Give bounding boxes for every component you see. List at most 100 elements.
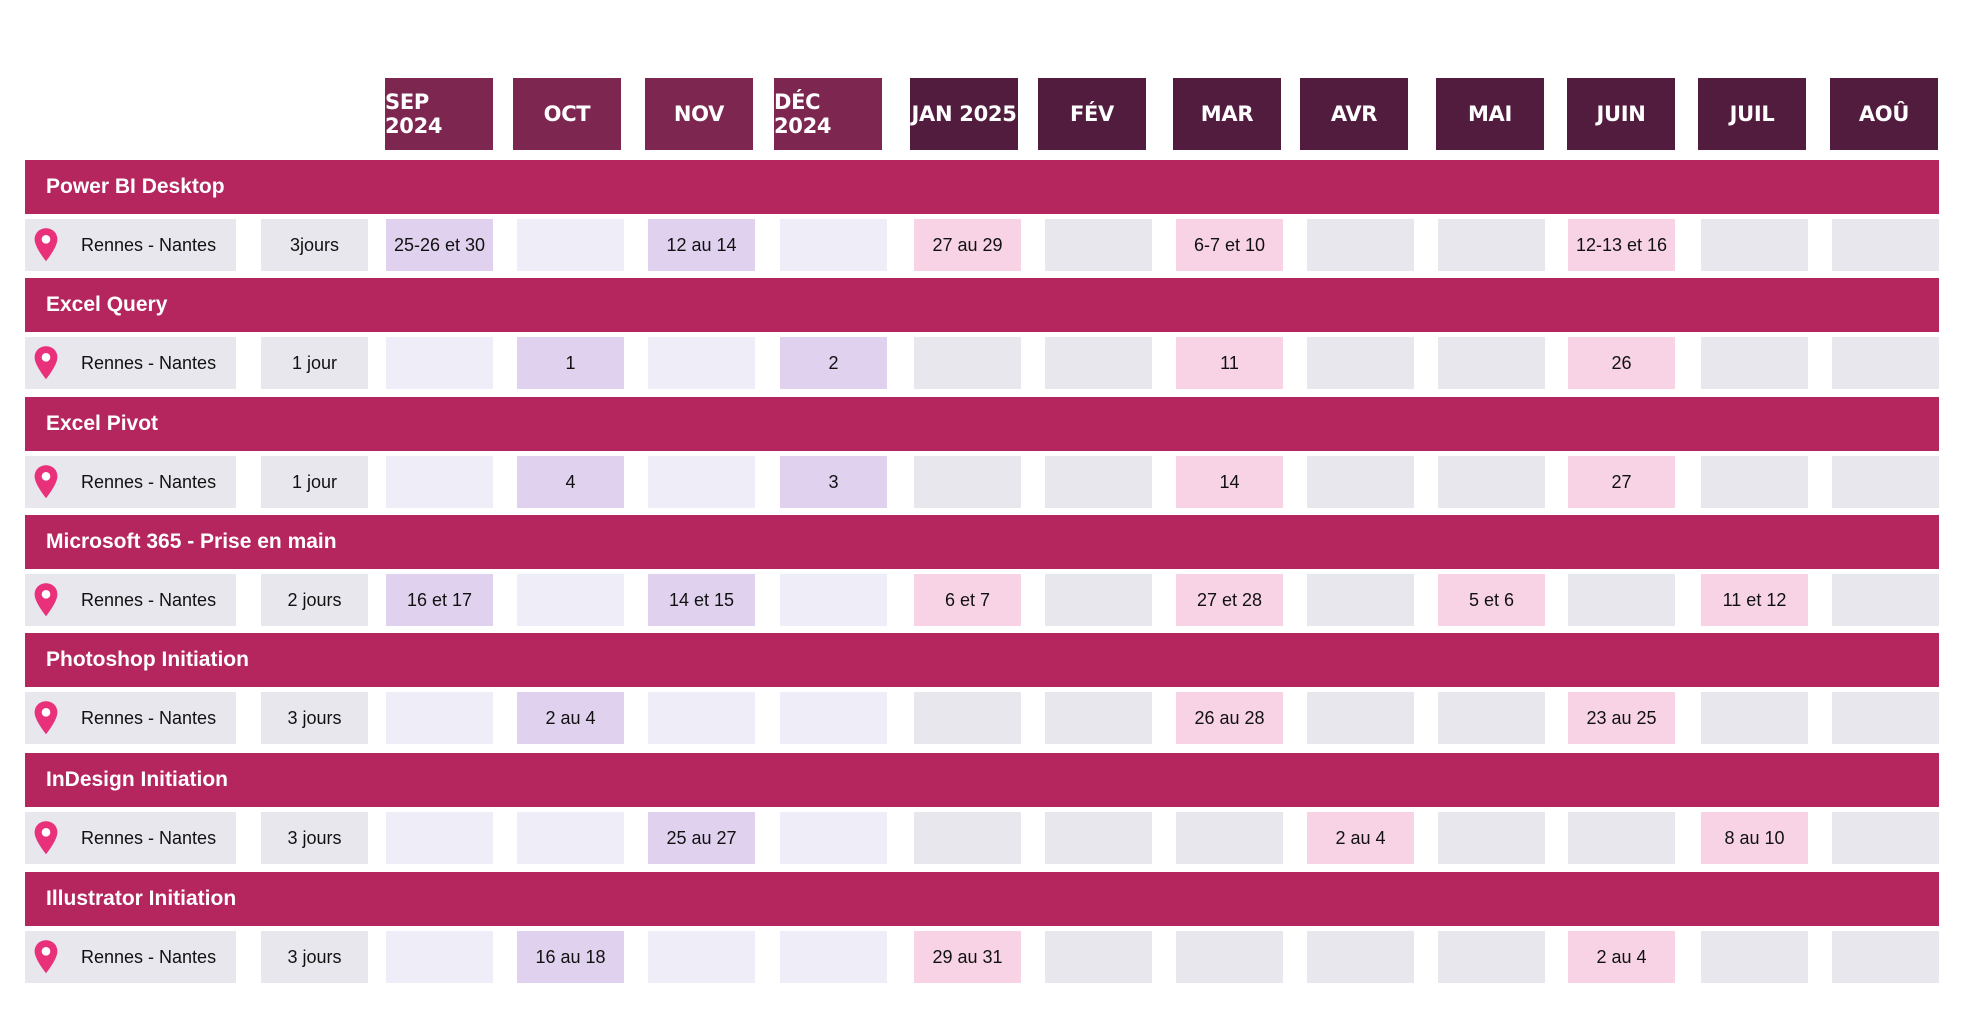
session-date-cell: 11 et 12	[1701, 574, 1808, 626]
month-header: MAI	[1436, 78, 1544, 150]
session-date-cell: 2	[780, 337, 887, 389]
location-pin-icon	[31, 227, 61, 263]
month-header: AOÛ	[1830, 78, 1938, 150]
empty-date-cell	[1045, 931, 1152, 983]
course-title-bar: Photoshop Initiation	[25, 633, 1939, 687]
month-header: AVR	[1300, 78, 1408, 150]
empty-date-cell	[1701, 337, 1808, 389]
empty-date-cell	[1701, 931, 1808, 983]
empty-date-cell	[780, 812, 887, 864]
location-cell: Rennes - Nantes	[25, 692, 236, 744]
empty-date-cell	[1832, 931, 1939, 983]
empty-date-cell	[1701, 219, 1808, 271]
session-date-cell: 12-13 et 16	[1568, 219, 1675, 271]
session-date-cell: 3	[780, 456, 887, 508]
empty-date-cell	[914, 456, 1021, 508]
empty-date-cell	[648, 456, 755, 508]
location-pin-icon	[31, 820, 61, 856]
empty-date-cell	[1438, 812, 1545, 864]
duration-cell: 1 jour	[261, 337, 368, 389]
location-label: Rennes - Nantes	[81, 827, 217, 848]
empty-date-cell	[1307, 456, 1414, 508]
empty-date-cell	[1307, 337, 1414, 389]
duration-cell: 3 jours	[261, 812, 368, 864]
location-label: Rennes - Nantes	[81, 707, 217, 728]
empty-date-cell	[780, 931, 887, 983]
session-date-cell: 8 au 10	[1701, 812, 1808, 864]
location-pin-icon	[31, 582, 61, 618]
empty-date-cell	[1176, 931, 1283, 983]
session-date-cell: 11	[1176, 337, 1283, 389]
session-date-cell: 23 au 25	[1568, 692, 1675, 744]
empty-date-cell	[1438, 931, 1545, 983]
empty-date-cell	[517, 812, 624, 864]
empty-date-cell	[914, 337, 1021, 389]
empty-date-cell	[1701, 456, 1808, 508]
month-header: JAN 2025	[910, 78, 1018, 150]
course-title-bar: Excel Query	[25, 278, 1939, 332]
empty-date-cell	[1045, 456, 1152, 508]
empty-date-cell	[780, 692, 887, 744]
empty-date-cell	[386, 692, 493, 744]
empty-date-cell	[386, 812, 493, 864]
month-header: SEP 2024	[385, 78, 493, 150]
empty-date-cell	[1045, 219, 1152, 271]
location-pin-icon	[31, 939, 61, 975]
session-date-cell: 27 au 29	[914, 219, 1021, 271]
empty-date-cell	[1307, 692, 1414, 744]
empty-date-cell	[386, 337, 493, 389]
session-date-cell: 25 au 27	[648, 812, 755, 864]
session-date-cell: 4	[517, 456, 624, 508]
empty-date-cell	[386, 456, 493, 508]
month-header: OCT	[513, 78, 621, 150]
empty-date-cell	[1832, 337, 1939, 389]
month-header: JUIL	[1698, 78, 1806, 150]
month-header: JUIN	[1567, 78, 1675, 150]
location-label: Rennes - Nantes	[81, 352, 217, 373]
duration-cell: 2 jours	[261, 574, 368, 626]
session-date-cell: 2 au 4	[1307, 812, 1414, 864]
location-pin-icon	[31, 700, 61, 736]
location-label: Rennes - Nantes	[81, 946, 217, 967]
location-cell: Rennes - Nantes	[25, 812, 236, 864]
empty-date-cell	[1307, 574, 1414, 626]
session-date-cell: 26 au 28	[1176, 692, 1283, 744]
empty-date-cell	[1438, 219, 1545, 271]
month-header: MAR	[1173, 78, 1281, 150]
empty-date-cell	[1045, 812, 1152, 864]
session-date-cell: 12 au 14	[648, 219, 755, 271]
location-pin-icon	[31, 464, 61, 500]
session-date-cell: 2 au 4	[1568, 931, 1675, 983]
empty-date-cell	[1307, 219, 1414, 271]
empty-date-cell	[780, 574, 887, 626]
empty-date-cell	[648, 931, 755, 983]
empty-date-cell	[648, 692, 755, 744]
empty-date-cell	[1438, 456, 1545, 508]
location-cell: Rennes - Nantes	[25, 574, 236, 626]
course-title-bar: Microsoft 365 - Prise en main	[25, 515, 1939, 569]
empty-date-cell	[1045, 337, 1152, 389]
duration-cell: 1 jour	[261, 456, 368, 508]
session-date-cell: 14	[1176, 456, 1283, 508]
session-date-cell: 25-26 et 30	[386, 219, 493, 271]
month-header: FÉV	[1038, 78, 1146, 150]
session-date-cell: 26	[1568, 337, 1675, 389]
empty-date-cell	[1568, 574, 1675, 626]
empty-date-cell	[1045, 692, 1152, 744]
location-cell: Rennes - Nantes	[25, 337, 236, 389]
course-title-bar: Power BI Desktop	[25, 160, 1939, 214]
location-pin-icon	[31, 345, 61, 381]
empty-date-cell	[1438, 337, 1545, 389]
location-label: Rennes - Nantes	[81, 471, 217, 492]
course-title-bar: InDesign Initiation	[25, 753, 1939, 807]
empty-date-cell	[1832, 574, 1939, 626]
location-cell: Rennes - Nantes	[25, 219, 236, 271]
month-header: NOV	[645, 78, 753, 150]
session-date-cell: 16 et 17	[386, 574, 493, 626]
empty-date-cell	[648, 337, 755, 389]
location-cell: Rennes - Nantes	[25, 931, 236, 983]
session-date-cell: 16 au 18	[517, 931, 624, 983]
session-date-cell: 27 et 28	[1176, 574, 1283, 626]
session-date-cell: 1	[517, 337, 624, 389]
